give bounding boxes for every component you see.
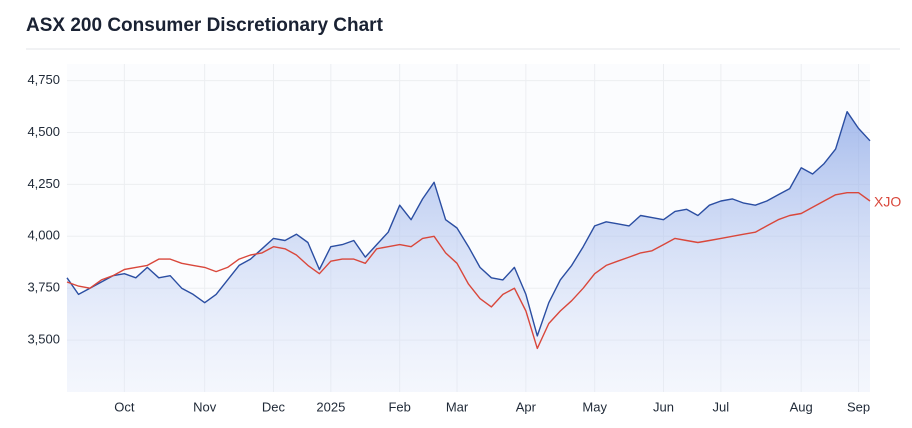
y-tick-label: 4,500 [27,124,60,139]
x-tick-label: 2025 [316,399,345,414]
x-tick-label: Apr [516,399,537,414]
series-label: XJO [874,194,901,210]
series-area [67,111,870,392]
series-line [66,192,871,350]
x-tick-label: Nov [193,399,217,414]
y-tick-label: 3,500 [27,332,60,347]
x-tick-label: Jul [713,399,730,414]
x-tick-label: Oct [114,399,135,414]
chart-title: ASX 200 Consumer Discretionary Chart [26,15,384,36]
x-tick-label: Aug [790,399,813,414]
series-line [66,111,871,337]
x-tick-label: Feb [388,399,410,414]
x-tick-label: Jun [653,399,674,414]
y-tick-label: 4,000 [27,228,60,243]
x-tick-label: May [582,399,607,414]
x-tick-label: Mar [446,399,469,414]
y-tick-label: 4,750 [27,72,60,87]
y-tick-label: 4,250 [27,176,60,191]
x-tick-label: Sep [847,399,870,414]
y-tick-label: 3,750 [27,280,60,295]
x-tick-label: Dec [262,399,286,414]
